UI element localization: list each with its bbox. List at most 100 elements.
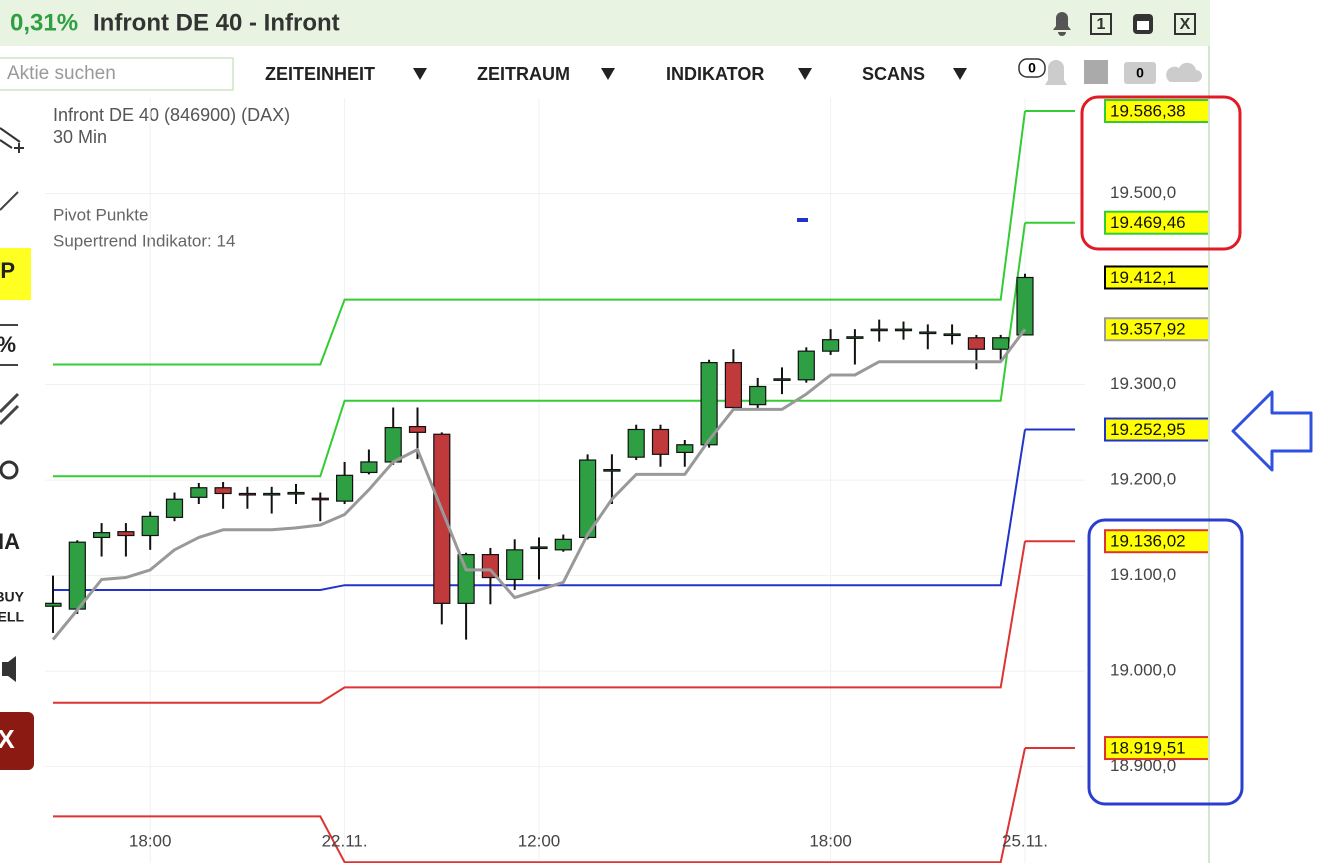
candle-body (651, 428, 670, 455)
price-label: 19.586,38 (1110, 101, 1186, 120)
pivot-line (53, 110, 1026, 366)
tool-label[interactable]: SELL (0, 609, 24, 625)
candle-body (894, 328, 913, 332)
candle-body (506, 549, 524, 581)
candle-body (287, 491, 305, 495)
price-label: 19.469,46 (1110, 213, 1186, 232)
tool-icon[interactable] (0, 460, 19, 480)
candle-body (554, 538, 572, 551)
tool-label[interactable]: MA (0, 529, 20, 554)
badge-label: 0 (1136, 65, 1144, 81)
candle-body (603, 468, 621, 472)
tool-button[interactable] (0, 248, 31, 300)
tool-label[interactable]: % (0, 332, 16, 357)
highlight-box (1080, 95, 1242, 251)
pivot-line (53, 747, 1026, 863)
price-label: 19.357,92 (1110, 320, 1186, 339)
price-label: 19.252,95 (1110, 420, 1186, 439)
x-tick-label: 18:00 (809, 831, 852, 850)
close-button[interactable] (0, 712, 34, 770)
price-label-box (1104, 99, 1210, 124)
axes: 18.900,0 19.000,0 19.100,0 19.200,0 19.300,0… (129, 99, 1210, 850)
x-tick-label: 25.11. (1002, 831, 1048, 850)
candle-body (530, 546, 548, 550)
menu-item[interactable]: ZEITEINHEIT (265, 64, 375, 84)
x-tick-label: 12:00 (518, 831, 561, 850)
grid (45, 98, 1085, 863)
candle-body (433, 433, 451, 604)
chart-title: Infront DE 40 (846900) (DAX) (53, 105, 290, 125)
indicator-label: Pivot Punkte (53, 205, 148, 224)
y-tick-label: 19.100,0 (1110, 565, 1176, 584)
menu-item[interactable]: INDIKATOR (666, 64, 764, 84)
title-bar (0, 0, 1210, 46)
candle-body (627, 428, 645, 458)
indicator-label: Supertrend Indikator: 14 (53, 231, 235, 250)
window-button[interactable] (1090, 13, 1112, 35)
candle-body (408, 426, 427, 433)
candle-body (481, 554, 499, 579)
marker (797, 218, 808, 222)
sound-icon[interactable] (2, 656, 16, 682)
candle-body (1016, 276, 1034, 336)
pivot-line (53, 429, 1026, 591)
tool-icon[interactable] (0, 191, 19, 211)
candle-body (190, 487, 208, 498)
candle-body (68, 541, 86, 610)
search-input[interactable] (0, 57, 234, 91)
window-title: Infront DE 40 - Infront (93, 9, 340, 36)
alert-icon[interactable] (1053, 12, 1071, 36)
candle-body (773, 378, 791, 381)
price-label-box (1104, 265, 1210, 290)
change-percent: 0,31% (10, 9, 78, 36)
menu-item[interactable]: ZEITRAUM (477, 64, 570, 84)
tool-label[interactable]: BUY (0, 589, 25, 605)
tool-label: X (0, 724, 15, 754)
menu-arrow[interactable] (413, 68, 427, 80)
tool-icon[interactable] (0, 392, 20, 426)
badge-label: 0 (1028, 60, 1036, 76)
price-label: 19.412,1 (1110, 268, 1176, 287)
y-tick-label: 19.000,0 (1110, 661, 1176, 680)
candle-body (943, 333, 961, 337)
supertrend-line (51, 328, 1027, 641)
pivot-line (53, 222, 1026, 478)
y-tick-label: 19.500,0 (1110, 183, 1176, 202)
alerts-icon[interactable] (1045, 60, 1067, 85)
menu-item[interactable]: SCANS (862, 64, 925, 84)
pivot-line (53, 541, 1026, 704)
sidebar: TP % MA BUY SELL X (0, 127, 34, 770)
candle-body (457, 554, 475, 604)
cloud-icon[interactable] (1166, 62, 1202, 82)
menu-arrow[interactable] (798, 68, 812, 80)
price-label-box (1104, 529, 1210, 554)
candle-body (336, 474, 354, 502)
y-tick-label: 19.300,0 (1110, 374, 1176, 393)
search-placeholder: Aktie suchen (7, 63, 116, 84)
menu-arrow[interactable] (953, 68, 967, 80)
price-label-box (1104, 417, 1210, 442)
candle-body (238, 492, 256, 496)
candle-body (749, 385, 767, 406)
candle-body (821, 339, 840, 352)
candle-body (92, 532, 111, 539)
candle-body (870, 328, 888, 332)
candle-body (141, 515, 159, 537)
candle-body (724, 362, 743, 409)
price-label: 18.919,51 (1110, 739, 1186, 758)
window-button[interactable] (1174, 13, 1196, 35)
list-icon[interactable] (1084, 60, 1108, 84)
window-button-label: 1 (1097, 16, 1106, 33)
candle-body (967, 337, 986, 350)
price-label-box (1104, 210, 1210, 235)
tool-icon[interactable] (0, 127, 24, 153)
x-tick-label: 22.11. (322, 831, 368, 850)
candle-body (311, 497, 329, 501)
menu-arrow[interactable] (601, 68, 615, 80)
arrow (1231, 390, 1313, 472)
badge (1124, 62, 1156, 84)
candle-body (846, 336, 864, 339)
chart-subtitle: 30 Min (53, 127, 107, 147)
candle-body (992, 337, 1010, 350)
